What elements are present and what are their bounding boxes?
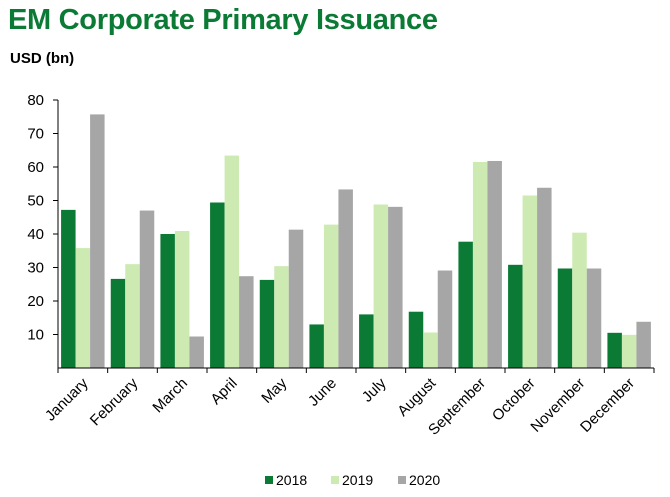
bar-october-2019 — [522, 195, 538, 368]
bar-november-2018 — [557, 268, 573, 368]
chart-title: EM Corporate Primary Issuance — [8, 4, 438, 36]
y-tick-label: 80 — [27, 92, 44, 109]
axes-group — [53, 99, 655, 373]
bar-january-2019 — [75, 248, 91, 368]
bar-september-2020 — [487, 160, 502, 368]
x-tick-label: March — [149, 375, 190, 416]
y-tick-label: 40 — [27, 226, 44, 243]
legend-swatch-2019 — [331, 476, 339, 484]
bar-august-2020 — [437, 270, 453, 368]
legend-label-2018: 2018 — [276, 472, 307, 488]
bar-march-2019 — [174, 230, 190, 368]
legend-label-2020: 2020 — [409, 472, 440, 488]
bar-december-2018 — [607, 332, 622, 368]
y-tick-label: 10 — [27, 327, 44, 344]
y-tick-label: 70 — [27, 126, 44, 143]
legend-swatch-2020 — [398, 476, 406, 484]
bar-february-2019 — [125, 264, 140, 368]
bar-november-2019 — [572, 232, 587, 368]
legend: 2018 2019 2020 — [265, 472, 440, 488]
y-tick-labels: 10 20 30 40 50 60 70 80 — [27, 92, 44, 344]
bar-july-2020 — [388, 206, 403, 368]
bar-january-2020 — [90, 114, 105, 368]
bar-january-2018 — [61, 209, 76, 368]
bar-may-2020 — [288, 229, 304, 368]
bar-july-2019 — [373, 204, 389, 368]
bar-march-2020 — [189, 336, 204, 368]
bar-april-2019 — [224, 155, 240, 368]
y-tick-label: 30 — [27, 260, 44, 277]
bar-may-2018 — [259, 279, 275, 368]
y-tick-label: 60 — [27, 159, 44, 176]
bar-december-2020 — [636, 321, 651, 368]
x-tick-label: January — [42, 374, 92, 424]
bar-november-2020 — [586, 268, 602, 368]
y-tick-label: 20 — [27, 293, 44, 310]
x-tick-label: December — [577, 375, 638, 436]
x-tick-label: February — [87, 374, 142, 429]
bars-group — [61, 114, 651, 368]
bar-december-2019 — [621, 334, 637, 368]
bar-october-2018 — [508, 264, 523, 368]
x-tick-label: June — [305, 375, 340, 410]
bar-february-2020 — [139, 210, 155, 368]
x-tick-label: August — [394, 374, 440, 420]
bar-june-2018 — [309, 324, 324, 368]
bar-september-2019 — [472, 161, 488, 368]
bar-may-2019 — [274, 266, 289, 368]
y-axis-unit-label: USD (bn) — [10, 50, 75, 67]
legend-label-2019: 2019 — [342, 472, 373, 488]
x-tick-label: October — [489, 375, 539, 425]
x-tick-label: July — [359, 374, 390, 405]
bar-october-2020 — [537, 187, 552, 368]
bar-april-2018 — [210, 202, 225, 368]
bar-june-2020 — [338, 189, 353, 368]
y-tick-label: 50 — [27, 193, 44, 210]
bar-august-2019 — [423, 332, 438, 368]
bar-june-2019 — [323, 224, 339, 368]
bar-march-2018 — [160, 234, 175, 368]
bar-august-2018 — [408, 311, 424, 368]
x-tick-label: April — [207, 375, 240, 408]
bar-july-2018 — [359, 314, 374, 368]
x-tick-label: May — [258, 374, 290, 406]
bar-september-2018 — [458, 241, 473, 368]
bar-february-2018 — [110, 278, 126, 368]
bar-april-2020 — [239, 276, 254, 368]
legend-swatch-2018 — [265, 476, 273, 484]
